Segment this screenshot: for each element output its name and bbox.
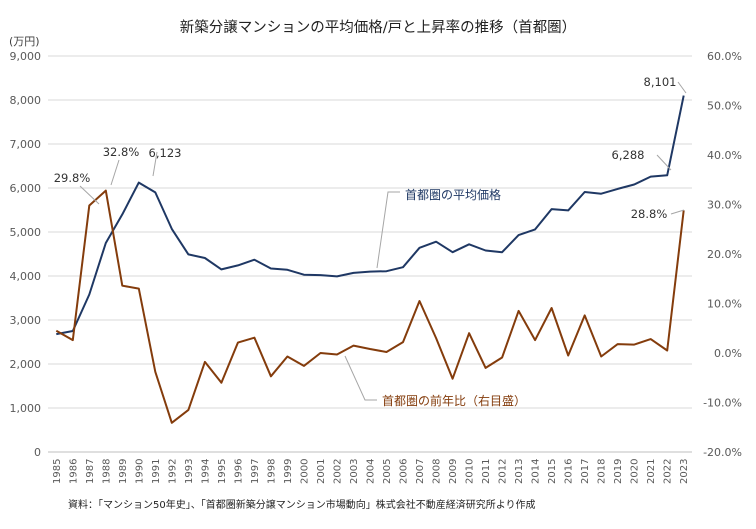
x-tick-label: 1999 bbox=[283, 459, 294, 484]
x-tick-label: 2020 bbox=[630, 459, 641, 484]
x-tick-label: 2011 bbox=[481, 459, 492, 484]
y-axis-unit-label: (万円) bbox=[9, 35, 40, 48]
left-tick-label: 5,000 bbox=[10, 226, 42, 239]
data-label: 6,288 bbox=[612, 148, 645, 162]
annotation-leader-line bbox=[677, 81, 687, 94]
series-label-leader bbox=[376, 191, 400, 269]
x-tick-label: 2016 bbox=[564, 459, 575, 484]
x-tick-label: 1993 bbox=[184, 459, 195, 484]
x-tick-label: 2013 bbox=[514, 459, 525, 484]
left-tick-label: 1,000 bbox=[10, 402, 42, 415]
x-tick-label: 2018 bbox=[597, 459, 608, 484]
annotations: 29.8% 32.8% 6,123 6,288 8,101 28.8% bbox=[54, 75, 677, 221]
annotation-leader-line bbox=[79, 185, 100, 205]
x-tick-label: 2001 bbox=[316, 459, 327, 484]
chart-title: 新築分譲マンションの平均価格/戸と上昇率の推移（首都圏） bbox=[180, 18, 576, 36]
right-tick-label: -20.0% bbox=[703, 446, 742, 459]
series-line-growth bbox=[55, 189, 685, 424]
left-tick-label: 9,000 bbox=[10, 50, 42, 63]
x-tick-label: 1990 bbox=[134, 459, 145, 484]
x-tick-label: 2002 bbox=[332, 459, 343, 484]
data-label: 32.8% bbox=[103, 145, 140, 159]
series-label-growth: 首都圏の前年比（右目盛） bbox=[382, 393, 526, 408]
x-tick-label: 2019 bbox=[613, 459, 624, 484]
series-label-price: 首都圏の平均価格 bbox=[405, 187, 501, 202]
x-tick-label: 1997 bbox=[250, 459, 261, 484]
x-tick-label: 2015 bbox=[547, 459, 558, 484]
data-label: 8,101 bbox=[644, 75, 677, 89]
x-tick-label: 1989 bbox=[118, 459, 129, 484]
data-label: 6,123 bbox=[149, 146, 182, 160]
right-tick-label: 0.0% bbox=[714, 347, 742, 360]
x-tick-label: 1998 bbox=[266, 459, 277, 484]
x-tick-label: 1995 bbox=[217, 459, 228, 484]
right-tick-label: 50.0% bbox=[707, 100, 742, 113]
x-tick-label: 2023 bbox=[679, 459, 690, 484]
x-tick-label: 2021 bbox=[646, 459, 657, 484]
left-tick-label: 4,000 bbox=[10, 270, 42, 283]
x-tick-label: 1988 bbox=[101, 459, 112, 484]
x-tick-label: 2008 bbox=[432, 459, 443, 484]
left-tick-label: 3,000 bbox=[10, 314, 42, 327]
right-tick-label: 20.0% bbox=[707, 248, 742, 261]
x-tick-label: 2014 bbox=[531, 459, 542, 484]
annotation-leaders bbox=[79, 81, 687, 401]
left-tick-label: 7,000 bbox=[10, 138, 42, 151]
source-note: 資料：「マンション50年史」、「首都圏新築分譲マンション市場動向」株式会社不動産… bbox=[68, 498, 536, 511]
x-tick-label: 1985 bbox=[52, 459, 63, 484]
x-tick-label: 1996 bbox=[233, 459, 244, 484]
x-tick-label: 2003 bbox=[349, 459, 360, 484]
x-tick-label: 2012 bbox=[498, 459, 509, 484]
x-tick-label: 2005 bbox=[382, 459, 393, 484]
x-tick-label: 1994 bbox=[200, 459, 211, 484]
left-tick-label: 0 bbox=[34, 446, 41, 459]
x-tick-label: 2004 bbox=[366, 459, 377, 484]
series-label-leader bbox=[344, 355, 377, 401]
left-axis-ticks: 0 1,000 2,000 3,000 4,000 5,000 6,000 7,000 8,00… bbox=[10, 50, 42, 459]
right-tick-label: 60.0% bbox=[707, 50, 742, 63]
series-line-price bbox=[56, 95, 685, 336]
annotation-leader-line bbox=[110, 159, 120, 186]
x-tick-label: 1991 bbox=[151, 459, 162, 484]
right-tick-label: 10.0% bbox=[707, 298, 742, 311]
data-label: 29.8% bbox=[54, 171, 91, 185]
left-tick-label: 2,000 bbox=[10, 358, 42, 371]
x-tick-label: 1986 bbox=[68, 459, 79, 484]
x-tick-label: 2022 bbox=[663, 459, 674, 484]
x-tick-label: 2017 bbox=[580, 459, 591, 484]
x-tick-label: 2000 bbox=[299, 459, 310, 484]
left-tick-label: 6,000 bbox=[10, 182, 42, 195]
right-axis-ticks: -20.0% -10.0% 0.0% 10.0% 20.0% 30.0% 40.0% 50.0… bbox=[703, 50, 742, 459]
series-lines bbox=[55, 95, 685, 424]
x-tick-label: 2009 bbox=[448, 459, 459, 484]
x-tick-label: 1992 bbox=[167, 459, 178, 484]
x-tick-label: 2006 bbox=[399, 459, 410, 484]
annotation-leader-line bbox=[670, 209, 685, 215]
annotation-leader-line bbox=[656, 154, 672, 171]
x-axis-ticks: 1985 1986 1987 1988 1989 1990 1991 1992 1993 1994… bbox=[52, 459, 690, 484]
data-label: 28.8% bbox=[631, 207, 668, 221]
right-tick-label: 30.0% bbox=[707, 199, 742, 212]
x-tick-label: 2007 bbox=[415, 459, 426, 484]
annotation-leader-line bbox=[152, 151, 158, 177]
right-tick-label: 40.0% bbox=[707, 149, 742, 162]
gridlines bbox=[48, 55, 692, 453]
x-tick-label: 1987 bbox=[85, 459, 96, 484]
right-tick-label: -10.0% bbox=[703, 397, 742, 410]
x-tick-label: 2010 bbox=[465, 459, 476, 484]
left-tick-label: 8,000 bbox=[10, 94, 42, 107]
